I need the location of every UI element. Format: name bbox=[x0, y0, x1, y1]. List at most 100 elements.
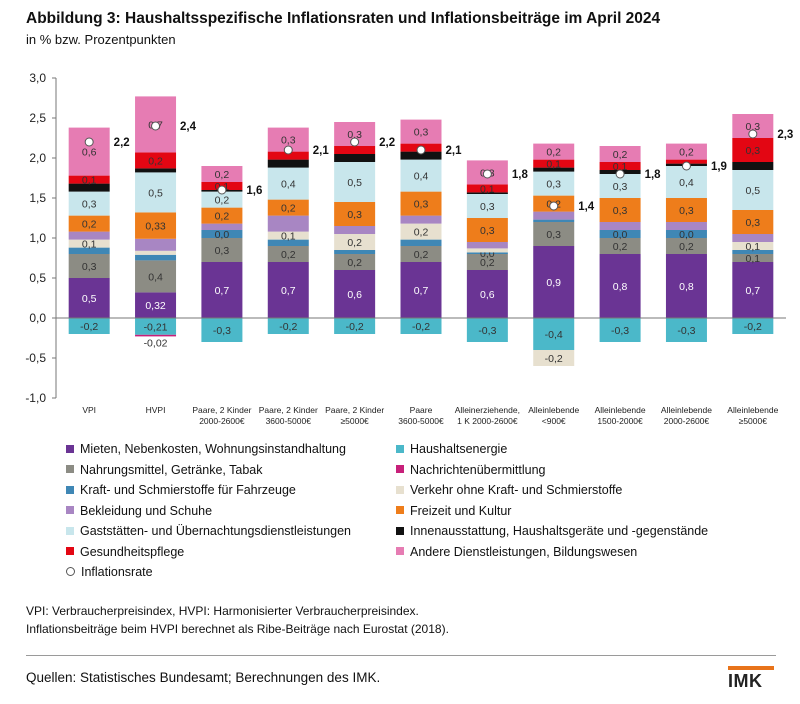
data-label: 0,2 bbox=[546, 147, 561, 159]
data-label: 0,2 bbox=[414, 227, 429, 239]
data-label: 0,2 bbox=[215, 211, 230, 223]
category-label: HVPI bbox=[146, 405, 166, 415]
bar-segment bbox=[665, 254, 707, 318]
legend-swatch bbox=[396, 547, 404, 556]
data-label: 0,5 bbox=[82, 293, 97, 305]
y-tick-label: -0,5 bbox=[25, 351, 46, 365]
data-label: 0,3 bbox=[613, 205, 628, 217]
bar-segment bbox=[466, 270, 508, 318]
footnote-method: Inflationsbeiträge beim HVPI berechnet a… bbox=[26, 622, 449, 636]
legend-label: Freizeit und Kultur bbox=[410, 503, 512, 518]
legend-label: Gesundheitspflege bbox=[80, 544, 185, 559]
y-tick-label: 0,5 bbox=[29, 271, 46, 285]
inflation-label: 2,4 bbox=[180, 121, 197, 133]
data-label: 0,5 bbox=[746, 185, 761, 197]
data-label: 0,2 bbox=[215, 195, 230, 207]
bar-segment bbox=[267, 167, 309, 200]
inflation-label: 2,2 bbox=[114, 137, 130, 149]
bar-segment bbox=[267, 231, 309, 240]
inflation-label: 2,3 bbox=[777, 129, 793, 141]
data-label: 0,3 bbox=[281, 135, 296, 147]
legend-item: Kraft- und Schmierstoffe für Fahrzeuge bbox=[66, 481, 296, 499]
bar-segment bbox=[665, 166, 707, 198]
legend-item: Verkehr ohne Kraft- und Schmierstoffe bbox=[396, 481, 622, 499]
bar-segment bbox=[135, 168, 177, 173]
bar-segment bbox=[334, 226, 376, 234]
inflation-marker bbox=[416, 145, 426, 155]
bar-segment bbox=[466, 248, 508, 253]
bar-segment bbox=[533, 219, 575, 222]
bar-segment bbox=[201, 230, 243, 238]
bar-segment bbox=[267, 159, 309, 168]
stacked-bar-chart: 3,0 2,5 2,0 1,5 1,0 0,5 0,0 -0,5 -1,0 0,5 -0,2 0,3 0… bbox=[25, 71, 793, 426]
data-label: 0,2 bbox=[148, 155, 163, 167]
category-label: 1 K 2000-2600€ bbox=[457, 416, 518, 426]
bar-segment bbox=[68, 278, 110, 318]
legend-label: Gaststätten- und Übernachtungsdienstleis… bbox=[80, 524, 352, 538]
bar-segment bbox=[533, 350, 575, 366]
legend-item: Nachrichtenübermittlung bbox=[396, 461, 546, 479]
y-tick-label: -1,0 bbox=[25, 391, 46, 405]
inflation-label: 1,8 bbox=[645, 169, 662, 181]
inflation-marker bbox=[84, 137, 94, 147]
data-label: 0,6 bbox=[480, 289, 495, 301]
bar-segment bbox=[665, 318, 707, 342]
bar-segment bbox=[68, 254, 110, 278]
category-label: <900€ bbox=[542, 416, 566, 426]
data-label: 0,0 bbox=[613, 229, 628, 241]
inflation-marker bbox=[482, 169, 492, 179]
data-label: 0,7 bbox=[414, 285, 429, 297]
bar-segment bbox=[732, 170, 774, 210]
bar-segment bbox=[135, 292, 177, 318]
bar-segment bbox=[732, 242, 774, 250]
inflation-marker bbox=[549, 201, 559, 211]
bar-segment bbox=[68, 127, 110, 176]
bar-segment bbox=[400, 159, 442, 192]
data-label: 0,2 bbox=[347, 237, 362, 249]
data-label: -0,2 bbox=[80, 321, 98, 333]
legend-item: Inflationsrate bbox=[66, 563, 153, 581]
category-label: 3600-5000€ bbox=[266, 416, 312, 426]
data-label: 0,3 bbox=[546, 179, 561, 191]
inflation-label: 1,4 bbox=[578, 201, 595, 213]
bar-segment bbox=[68, 175, 110, 184]
bar-segment bbox=[533, 318, 575, 350]
category-label: Paare bbox=[410, 405, 433, 415]
bar-segment bbox=[732, 262, 774, 318]
data-label: -0,2 bbox=[545, 353, 563, 365]
bar-segment bbox=[135, 254, 177, 261]
data-label: 0,3 bbox=[746, 121, 761, 133]
bar-segment bbox=[466, 318, 508, 342]
data-label: -0,2 bbox=[744, 321, 762, 333]
y-tick-label: 0,0 bbox=[29, 311, 46, 325]
data-label: 0,4 bbox=[679, 177, 694, 189]
legend-label: Innenausstattung, Haushaltsgeräte und -g… bbox=[410, 524, 709, 538]
data-label: -0,3 bbox=[677, 325, 695, 337]
data-label: -0,21 bbox=[144, 321, 168, 333]
bar-segment bbox=[533, 143, 575, 160]
bar-segment bbox=[533, 171, 575, 196]
category-label: Alleinlebende bbox=[595, 405, 646, 415]
bar-segment bbox=[533, 167, 575, 172]
data-label: -0,2 bbox=[346, 321, 364, 333]
bar-segment bbox=[466, 242, 508, 249]
bar-segment bbox=[665, 222, 707, 230]
inflation-marker bbox=[350, 137, 360, 147]
bar-segment bbox=[732, 318, 774, 334]
data-label: 0,3 bbox=[82, 199, 97, 211]
data-label: 0,3 bbox=[414, 199, 429, 211]
inflation-label: 1,9 bbox=[711, 161, 727, 173]
legend-label: Verkehr ohne Kraft- und Schmierstoffe bbox=[410, 483, 623, 497]
bar-segment bbox=[267, 151, 309, 160]
data-label: 0,7 bbox=[215, 285, 230, 297]
bar-segment bbox=[267, 246, 309, 262]
legend-item: Gaststätten- und Übernachtungsdienstleis… bbox=[66, 522, 351, 540]
legend-swatch bbox=[396, 506, 404, 515]
data-label: 0,7 bbox=[281, 285, 296, 297]
inflation-label: 2,2 bbox=[379, 137, 395, 149]
data-label: 0,4 bbox=[414, 171, 429, 183]
data-label: 0,7 bbox=[746, 285, 761, 297]
bar-segment bbox=[334, 254, 376, 270]
bar-segment bbox=[466, 252, 508, 254]
bar-segment bbox=[665, 238, 707, 254]
